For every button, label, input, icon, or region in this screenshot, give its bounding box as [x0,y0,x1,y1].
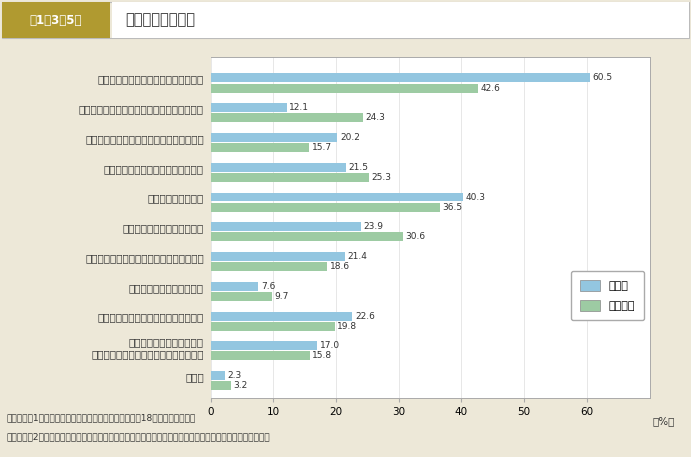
Text: 2.3: 2.3 [227,371,242,380]
Legend: 正社員, 非正社員: 正社員, 非正社員 [571,271,644,320]
Text: 自己啓発の問題点: 自己啓発の問題点 [125,13,195,27]
Text: 24.3: 24.3 [366,113,386,122]
Text: 22.6: 22.6 [355,312,375,320]
Bar [211,341,317,350]
Bar [2,2,110,38]
Bar [211,192,464,202]
Bar [211,292,272,301]
Bar [211,84,477,92]
Text: 21.5: 21.5 [348,163,368,172]
Text: （備考）　1．厚生労働省「能力開発基本調査」（平成18年度）より作成。: （備考） 1．厚生労働省「能力開発基本調査」（平成18年度）より作成。 [7,414,196,423]
Text: 12.1: 12.1 [289,103,309,112]
Bar [211,113,363,122]
Bar [211,371,225,380]
Text: 42.6: 42.6 [480,84,500,93]
Bar [211,173,370,182]
Text: 7.6: 7.6 [261,282,275,291]
Text: 23.9: 23.9 [363,222,383,231]
Text: 20.2: 20.2 [340,133,360,142]
Bar [211,222,361,231]
Text: 40.3: 40.3 [466,192,486,202]
Bar [211,103,287,112]
Text: 9.7: 9.7 [274,292,288,301]
Bar [112,2,689,38]
Bar [211,133,337,142]
Text: 21.4: 21.4 [348,252,368,261]
Text: 2．自己啓発に問題があると回答した労働者に対して，自己啓発の問題点を聞いた（複数回答）。: 2．自己啓発に問題があると回答した労働者に対して，自己啓発の問題点を聞いた（複数… [7,432,271,441]
Bar [211,202,439,212]
Text: 36.5: 36.5 [442,202,462,212]
Bar [211,163,346,172]
Bar [211,282,258,291]
Text: 18.6: 18.6 [330,262,350,271]
Text: 17.0: 17.0 [320,341,340,351]
Text: （%）: （%） [653,416,675,426]
Text: 60.5: 60.5 [592,74,613,82]
Bar [211,351,310,361]
Bar [211,322,335,330]
Bar [211,74,590,82]
Bar [211,252,345,261]
Bar [211,233,403,241]
Text: 15.7: 15.7 [312,143,332,152]
Text: 19.8: 19.8 [337,322,357,331]
Bar [211,143,309,152]
Bar [211,312,352,320]
Text: 第1－3－5図: 第1－3－5図 [30,14,82,27]
Text: 3.2: 3.2 [234,381,247,390]
Text: 30.6: 30.6 [405,232,425,241]
Text: 25.3: 25.3 [372,173,392,182]
Bar [211,262,328,271]
Bar [211,381,231,390]
Text: 15.8: 15.8 [312,351,332,361]
